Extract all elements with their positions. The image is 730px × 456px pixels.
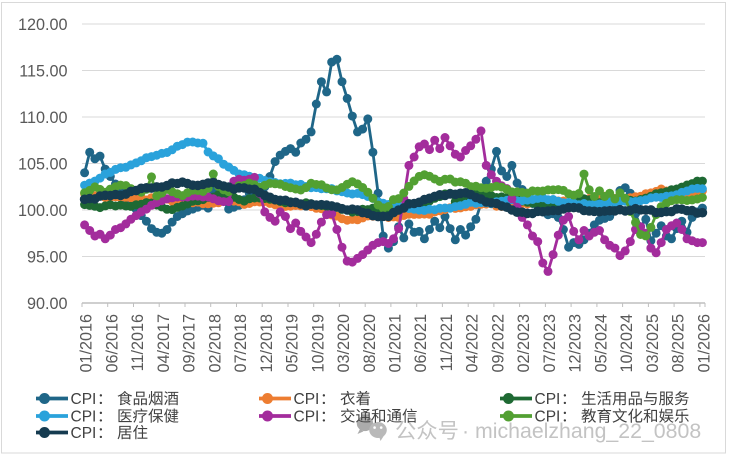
svg-text:11/2016: 11/2016 [129, 314, 147, 371]
svg-text:90.00: 90.00 [27, 295, 68, 313]
svg-text:10/2019: 10/2019 [309, 314, 327, 373]
svg-text:11/2021: 11/2021 [438, 314, 456, 371]
svg-text:CPI: CPI [535, 391, 561, 408]
svg-text:· michaelzhang_22_0808: · michaelzhang_22_0808 [462, 419, 701, 443]
svg-text:08/2025: 08/2025 [670, 314, 688, 373]
svg-text:CPI: CPI [294, 391, 320, 408]
svg-text:05/2024: 05/2024 [593, 314, 611, 373]
svg-text:03/2020: 03/2020 [335, 314, 353, 373]
svg-text:120.00: 120.00 [18, 16, 68, 34]
svg-text:12/2018: 12/2018 [258, 314, 276, 373]
svg-text:CPI: CPI [535, 409, 561, 426]
svg-text:03/2025: 03/2025 [644, 314, 662, 373]
svg-text:08/2020: 08/2020 [361, 314, 379, 373]
svg-text:02/2023: 02/2023 [515, 314, 533, 373]
svg-text:01/2026: 01/2026 [695, 314, 713, 373]
svg-text:01/2021: 01/2021 [387, 314, 405, 373]
svg-text:07/2018: 07/2018 [232, 314, 250, 373]
svg-text:10/2024: 10/2024 [618, 314, 636, 373]
svg-text:05/2019: 05/2019 [284, 314, 302, 373]
svg-text:95.00: 95.00 [27, 248, 68, 266]
svg-text:12/2023: 12/2023 [567, 314, 585, 373]
svg-text:CPI: CPI [71, 391, 97, 408]
svg-text:09/2017: 09/2017 [181, 314, 199, 373]
svg-text:01/2016: 01/2016 [78, 314, 96, 373]
svg-text:110.00: 110.00 [19, 109, 67, 127]
svg-text:CPI: CPI [71, 409, 97, 426]
svg-text:06/2016: 06/2016 [103, 314, 121, 373]
svg-text:100.00: 100.00 [18, 202, 68, 220]
svg-text:04/2017: 04/2017 [155, 314, 173, 373]
svg-text:115.00: 115.00 [19, 62, 67, 80]
svg-text:105.00: 105.00 [18, 155, 68, 173]
svg-text:06/2021: 06/2021 [412, 314, 430, 373]
svg-text:09/2022: 09/2022 [490, 314, 508, 373]
svg-text:02/2018: 02/2018 [206, 314, 224, 373]
svg-text:CPI: CPI [294, 409, 320, 426]
svg-text:CPI: CPI [71, 425, 97, 442]
svg-text:04/2022: 04/2022 [464, 314, 482, 373]
svg-text:07/2023: 07/2023 [541, 314, 559, 373]
